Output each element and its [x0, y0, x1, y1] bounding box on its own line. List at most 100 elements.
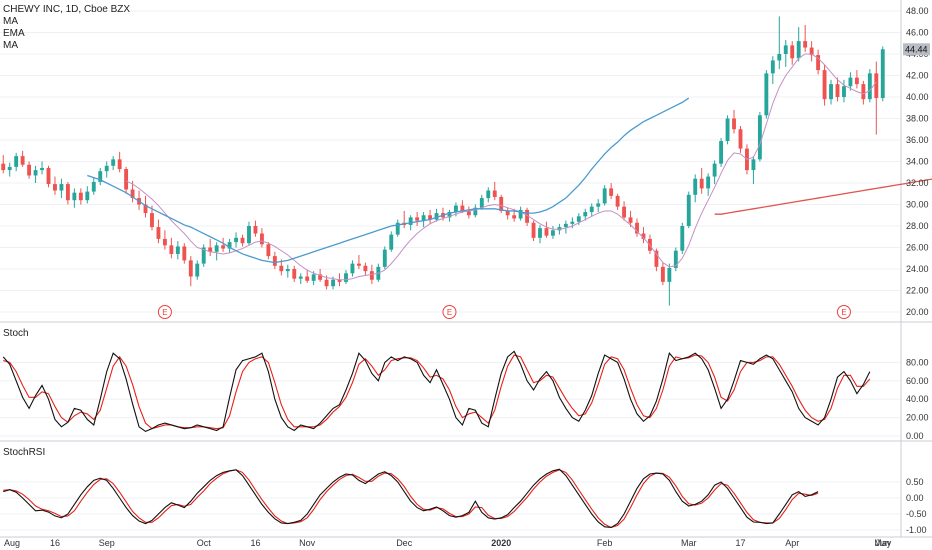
candle-up	[85, 191, 90, 201]
candle-down	[460, 205, 465, 211]
candle-down	[835, 84, 840, 97]
price-y-tick-label: 34.00	[906, 157, 929, 167]
candle-up	[98, 171, 103, 182]
candle-down	[816, 55, 821, 71]
candle-down	[628, 217, 633, 223]
candle-up	[214, 245, 219, 252]
candle-down	[699, 178, 704, 189]
candle-down	[609, 188, 614, 196]
candle-up	[104, 165, 109, 172]
candle-down	[363, 265, 368, 272]
candle-down	[182, 246, 187, 261]
candle-down	[162, 238, 167, 246]
candle-down	[874, 73, 879, 99]
candle-down	[253, 226, 258, 234]
candle-up	[783, 45, 788, 54]
candle-up	[538, 228, 542, 238]
candle-up	[796, 41, 801, 59]
candle-down	[65, 184, 70, 201]
price-y-tick-label: 46.00	[906, 28, 929, 38]
stochrsi-title: StochRSI	[3, 447, 45, 458]
candle-up	[848, 77, 853, 87]
candle-up	[583, 212, 588, 217]
candle-up	[693, 178, 698, 195]
candle-down	[790, 45, 795, 59]
legend-ma-2: MA	[3, 40, 18, 51]
candle-up	[14, 156, 19, 167]
candle-up	[719, 141, 724, 164]
stoch-y-axis: 0.00 20.00 40.00 60.00 80.00	[906, 357, 929, 441]
candle-up	[72, 192, 77, 201]
candle-down	[512, 215, 517, 219]
candle-up	[570, 221, 575, 224]
candle-up	[234, 237, 238, 243]
candle-down	[660, 266, 665, 282]
x-tick-label: Oct	[197, 538, 212, 548]
stochrsi-y-tick-label: -1.00	[906, 525, 927, 535]
candle-up	[331, 279, 335, 287]
candle-up	[33, 170, 38, 176]
candle-up	[195, 263, 200, 277]
price-y-tick-label: 42.00	[906, 71, 929, 81]
candle-up	[880, 49, 885, 99]
candle-down	[615, 195, 620, 207]
candle-up	[389, 234, 394, 250]
candle-down	[318, 274, 323, 280]
last-price-badge: 44.44	[903, 43, 930, 56]
candle-down	[259, 233, 264, 245]
earnings-marker-circle	[836, 305, 851, 319]
candle-down	[499, 196, 504, 211]
earnings-marker-circle	[157, 305, 172, 319]
candle-down	[188, 260, 193, 277]
candle-down	[292, 269, 297, 279]
candle-up	[680, 226, 685, 251]
earnings-marker-label: E	[162, 308, 167, 317]
candle-up	[298, 276, 303, 279]
stochrsi-y-tick-label: -0.50	[906, 509, 927, 519]
candle-up	[382, 249, 387, 267]
last-price-badge-bg	[903, 43, 930, 56]
candle-up	[479, 198, 484, 208]
candle-down	[356, 263, 361, 266]
candle-up	[285, 269, 290, 272]
stoch-title: Stoch	[3, 328, 29, 339]
ma-fast-line	[125, 53, 877, 281]
candle-up	[706, 176, 711, 189]
candle-down	[221, 245, 226, 249]
candle-up	[111, 159, 116, 166]
stoch-grid	[0, 361, 901, 437]
candle-up	[91, 181, 96, 192]
candle-up	[777, 54, 782, 61]
price-y-tick-label: 40.00	[906, 92, 929, 102]
price-y-tick-label: 30.00	[906, 200, 929, 210]
price-y-tick-label: 48.00	[906, 6, 929, 16]
x-tick-label: 16	[250, 538, 260, 548]
candle-up	[201, 247, 206, 264]
candle-down	[324, 279, 329, 287]
candle-up	[686, 194, 691, 226]
candle-down	[732, 118, 736, 130]
stochrsi-y-tick-label: 0.00	[906, 493, 924, 503]
candle-up	[589, 206, 594, 213]
x-tick-label: Sep	[99, 538, 115, 548]
stochrsi-y-tick-label: 0.50	[906, 477, 924, 487]
candle-up	[447, 212, 452, 218]
candle-up	[453, 205, 458, 213]
candle-up	[563, 223, 568, 228]
price-y-tick-label: 20.00	[906, 307, 929, 317]
price-candles	[1, 16, 885, 306]
last-price-badge-label: 44.44	[905, 44, 928, 54]
x-tick-label: Mar	[681, 538, 697, 548]
candle-up	[576, 216, 581, 222]
candle-down	[531, 222, 536, 238]
stochrsi-y-axis: -1.00 -0.50 0.00 0.50	[906, 477, 927, 535]
ema-line	[714, 178, 932, 215]
earnings-marker-circle	[442, 305, 457, 319]
candle-up	[667, 267, 672, 282]
stoch-d-line	[3, 354, 871, 430]
stoch-y-tick-label: 80.00	[906, 357, 929, 367]
candle-up	[725, 118, 730, 142]
candle-up	[757, 115, 762, 160]
